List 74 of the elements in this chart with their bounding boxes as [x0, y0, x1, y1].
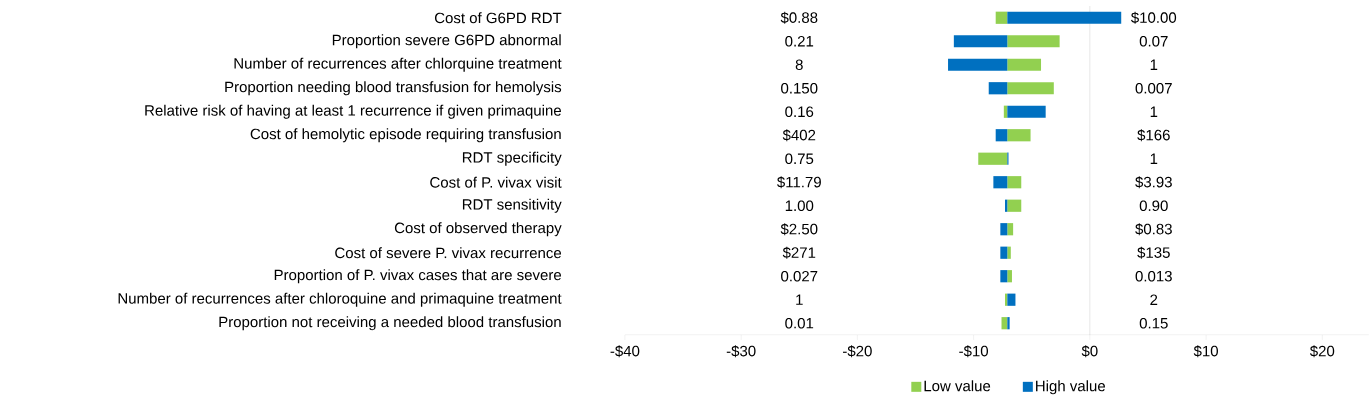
bar [1000, 270, 1008, 283]
bar [1000, 246, 1008, 259]
y-tick-label: RDT specificity [462, 151, 562, 166]
bar [1007, 246, 1011, 259]
annotation: 0.01 [785, 317, 814, 329]
x-tick-label: $20 [1309, 345, 1335, 358]
annotation: $2.50 [780, 223, 818, 236]
bar [1007, 82, 1054, 95]
bar [988, 82, 1008, 95]
annotation: 1.00 [785, 200, 814, 212]
annotation: 0.75 [785, 153, 814, 165]
annotation: 0.150 [781, 82, 818, 94]
bar [1007, 223, 1014, 236]
annotation: $402 [782, 129, 816, 142]
bar [1007, 270, 1012, 283]
legend-label: High value [1036, 380, 1105, 395]
annotation: 0.013 [1135, 270, 1172, 282]
y-tick-label: Cost of observed therapy [394, 222, 562, 237]
annotation: 0.21 [785, 35, 814, 47]
annotation: 0.90 [1139, 200, 1168, 212]
bar [948, 58, 1008, 71]
annotation: 8 [795, 59, 803, 71]
bar [1007, 293, 1016, 306]
annotation: 1 [796, 294, 803, 305]
x-tick-label: -$40 [610, 345, 640, 358]
legend-label: Low value [924, 380, 991, 392]
bar [1007, 105, 1046, 118]
annotation: $3.93 [1135, 176, 1172, 189]
annotation: 0.07 [1139, 35, 1168, 47]
bar [1007, 58, 1042, 71]
annotation: $10.00 [1130, 11, 1177, 24]
y-tick-label: Proportion severe G6PD abnormal [332, 34, 561, 49]
annotation: $0.83 [1135, 223, 1172, 236]
annotation: 0.007 [1135, 82, 1172, 94]
annotation: 1 [1150, 59, 1158, 70]
x-tick-label: -$20 [843, 345, 872, 358]
bar [953, 35, 1008, 48]
y-tick-label: Cost of P. vivax visit [430, 176, 562, 188]
bar [978, 152, 1008, 165]
annotation: 1 [1150, 106, 1158, 117]
y-tick-label: RDT sensitivity [462, 198, 562, 213]
bar [1007, 199, 1022, 212]
bar [993, 176, 1008, 189]
bar [1000, 223, 1008, 236]
x-tick-label: -$10 [959, 345, 989, 358]
y-tick-label: Proportion of P. vivax cases that are severe [274, 269, 562, 284]
y-tick-label: Relative risk of having at least 1 recurrence if given primaquine [145, 104, 561, 119]
y-tick-label: Proportion not receiving a needed blood transfusion [219, 316, 561, 331]
bar [995, 129, 1008, 142]
y-tick-label: Cost of hemolytic episode requiring transfusion [250, 128, 561, 143]
annotation: $271 [782, 246, 816, 259]
annotation: 1 [1150, 153, 1158, 164]
bar [1007, 176, 1022, 189]
y-tick-label: Number of recurrences after chlorquine treatment [234, 57, 562, 72]
annotation: $166 [1137, 129, 1170, 142]
x-tick-label: $10 [1193, 345, 1218, 358]
y-tick-label: Proportion needing blood transfusion for hemolysis [225, 81, 562, 96]
annotation: 0.16 [785, 106, 814, 118]
bar [1007, 11, 1122, 24]
bar [1007, 129, 1031, 142]
x-tick-label: $0 [1081, 345, 1098, 358]
annotation: 0.027 [781, 270, 818, 282]
annotation: $0.88 [780, 11, 818, 24]
bar [1007, 317, 1010, 330]
annotation: $135 [1137, 246, 1170, 259]
bar [995, 11, 1008, 24]
annotation: 2 [1150, 294, 1158, 305]
y-tick-label: Cost of G6PD RDT [434, 12, 562, 24]
annotation: 0.15 [1139, 317, 1168, 329]
annotation: $11.79 [777, 176, 821, 189]
bar [1007, 35, 1060, 48]
y-tick-label: Cost of severe P. vivax recurrence [335, 247, 562, 259]
x-tick-label: -$30 [726, 345, 756, 358]
y-tick-label: Number of recurrences after chloroquine and primaquine treatment [118, 292, 562, 307]
